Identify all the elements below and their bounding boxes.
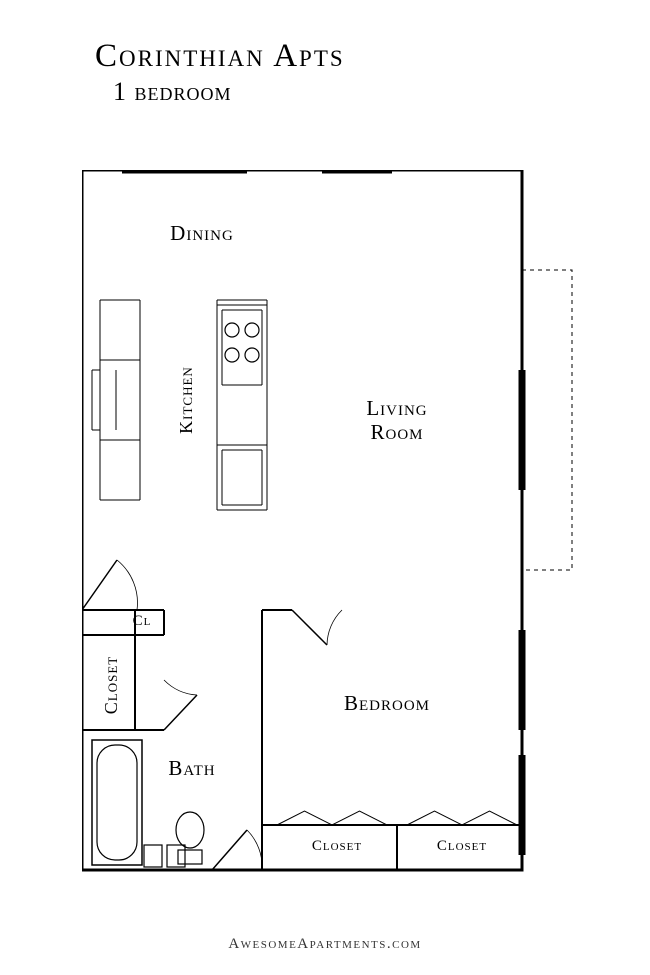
svg-text:Bath: Bath — [168, 756, 215, 780]
svg-text:Bedroom: Bedroom — [344, 691, 430, 715]
floorplan-diagram: Dining LivingRoom Kitchen Bedroom Bath Cl Clos… — [82, 170, 592, 910]
svg-text:Closet: Closet — [312, 838, 362, 854]
svg-text:Dining: Dining — [170, 221, 234, 245]
svg-text:Room: Room — [370, 420, 423, 444]
svg-text:Cl: Cl — [133, 613, 152, 629]
svg-text:Closet: Closet — [437, 838, 487, 854]
svg-text:Kitchen: Kitchen — [176, 366, 196, 434]
svg-text:Closet: Closet — [101, 656, 121, 714]
svg-text:Living: Living — [366, 396, 427, 420]
title-block: Corinthian Apts 1 bedroom — [95, 38, 345, 107]
main-title: Corinthian Apts — [95, 38, 345, 75]
footer-text: AwesomeApartments.com — [0, 936, 650, 953]
sub-title: 1 bedroom — [113, 77, 345, 107]
